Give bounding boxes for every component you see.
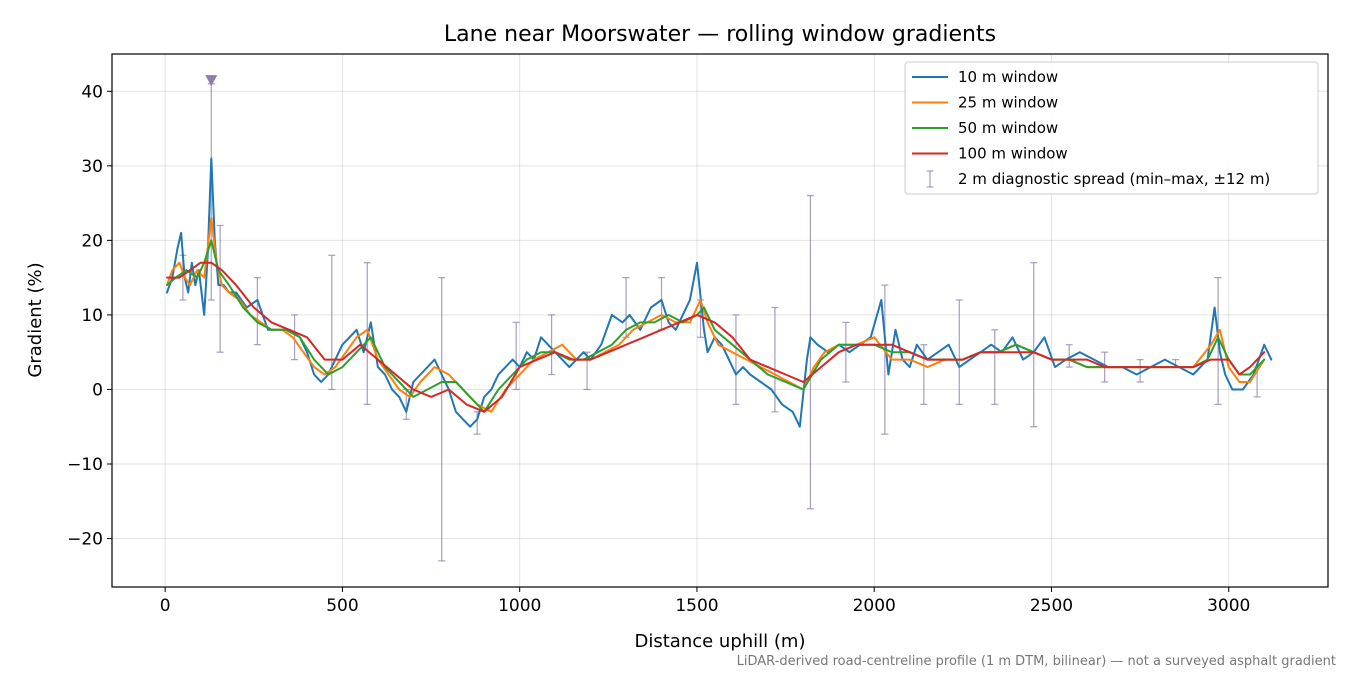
spread-errorbar [438, 277, 446, 562]
spread-errorbar [881, 284, 889, 435]
series-line-10-m-window [166, 157, 1273, 428]
peak-marker-icon [205, 75, 218, 87]
spread-errorbar [216, 224, 224, 353]
legend-box [904, 61, 1319, 195]
diagnostic-spread-errorbars [179, 83, 1261, 562]
series-line-100-m-window [166, 261, 1266, 413]
x-tick-label: 3000 [1207, 596, 1250, 616]
legend: 10 m window 25 m window 50 m window 100 m w… [904, 61, 1319, 195]
spread-errorbar [658, 277, 666, 331]
x-axis-ticks: 0 500 1000 1500 2000 2500 3000 [160, 587, 1250, 616]
legend-label: 25 m window [958, 94, 1058, 112]
chart-title: Lane near Moorswater — rolling window gr… [444, 22, 996, 47]
spread-errorbar [732, 314, 740, 405]
y-tick-label: 10 [81, 306, 103, 326]
y-tick-label: −10 [67, 455, 103, 475]
spread-errorbar [842, 321, 850, 383]
x-axis-label: Distance uphill (m) [635, 631, 806, 652]
legend-label: 100 m window [958, 145, 1068, 163]
y-tick-label: 40 [81, 82, 103, 102]
series-line-50-m-window [166, 239, 1266, 413]
y-axis-label: Gradient (%) [25, 262, 46, 377]
y-tick-label: 30 [81, 157, 103, 177]
footnote: LiDAR-derived road-centreline profile (1… [737, 654, 1336, 669]
y-tick-label: 0 [92, 380, 103, 400]
spread-errorbar [548, 314, 556, 376]
series-lines [166, 75, 1273, 428]
y-axis-ticks: −20 −10 0 10 20 30 40 [67, 82, 112, 550]
legend-label: 10 m window [958, 68, 1058, 86]
legend-swatch-errorbar [926, 170, 934, 188]
spread-errorbar [991, 329, 999, 405]
x-tick-label: 1000 [498, 596, 541, 616]
spread-errorbar [1136, 359, 1144, 383]
spread-errorbar [291, 314, 299, 361]
x-tick-label: 2000 [853, 596, 896, 616]
y-tick-label: 20 [81, 231, 103, 251]
spread-errorbar [1065, 344, 1073, 368]
legend-label: 2 m diagnostic spread (min–max, ±12 m) [958, 170, 1270, 188]
spread-errorbar [955, 299, 963, 405]
x-tick-label: 0 [160, 596, 171, 616]
plot-frame [111, 53, 1329, 588]
spread-errorbar [806, 195, 814, 510]
x-tick-label: 500 [326, 596, 358, 616]
x-tick-label: 1500 [675, 596, 718, 616]
x-tick-label: 2500 [1030, 596, 1073, 616]
spread-errorbar [1030, 262, 1038, 428]
legend-label: 50 m window [958, 119, 1058, 137]
y-tick-label: −20 [67, 530, 103, 550]
